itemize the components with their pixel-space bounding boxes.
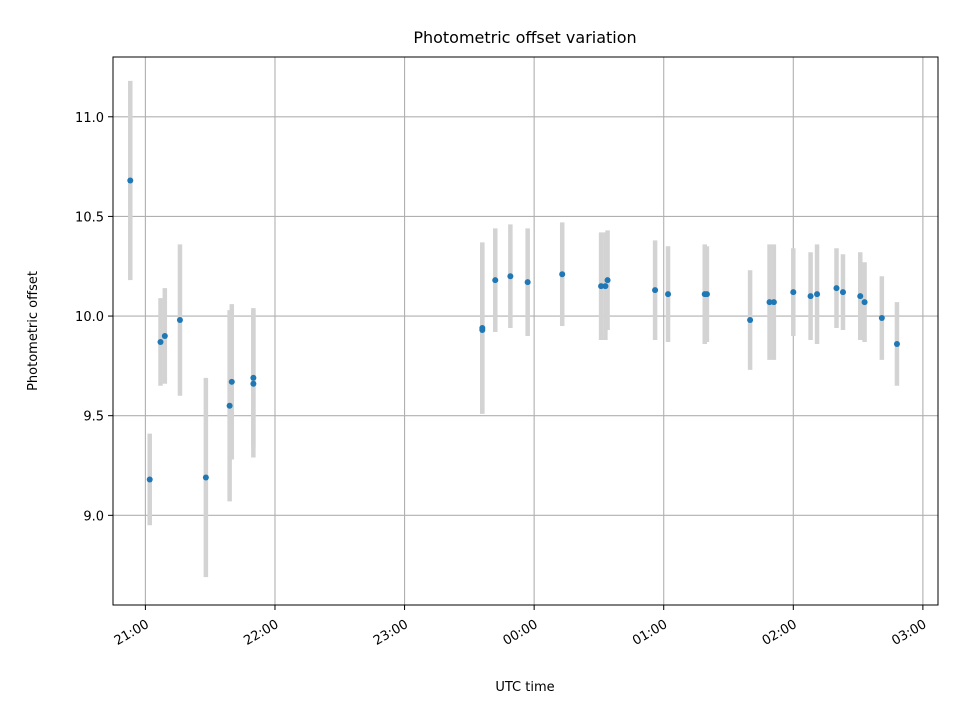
data-point <box>652 287 659 294</box>
data-point <box>479 325 486 332</box>
data-point <box>598 283 605 290</box>
data-point <box>814 291 821 298</box>
data-point <box>770 299 777 306</box>
data-point <box>839 289 846 296</box>
data-point <box>524 279 531 286</box>
data-point <box>250 374 257 381</box>
y-tick-label: 10.0 <box>75 310 104 325</box>
data-point <box>146 476 153 483</box>
data-point <box>878 315 885 322</box>
data-point <box>857 293 864 300</box>
x-axis-label: UTC time <box>495 680 554 695</box>
data-point <box>250 380 257 387</box>
data-point <box>202 474 209 481</box>
data-point <box>665 291 672 298</box>
y-tick-label: 9.0 <box>83 509 104 524</box>
y-axis-label: Photometric offset <box>26 271 41 391</box>
data-point <box>226 402 233 409</box>
data-point <box>559 271 566 278</box>
data-point <box>602 283 609 290</box>
data-point <box>492 277 499 284</box>
data-point <box>893 340 900 347</box>
data-point <box>861 299 868 306</box>
data-point <box>790 289 797 296</box>
data-point <box>604 277 611 284</box>
data-points <box>127 177 900 483</box>
data-point <box>747 317 754 324</box>
data-point <box>507 273 514 280</box>
data-point <box>833 285 840 292</box>
y-axis: 9.0 9.5 10.0 10.5 11.0 <box>75 111 113 524</box>
chart-title: Photometric offset variation <box>413 28 636 47</box>
data-point <box>176 317 183 324</box>
data-point <box>228 378 235 385</box>
y-tick-label: 10.5 <box>75 210 104 225</box>
data-point <box>127 177 134 184</box>
data-point <box>807 293 814 300</box>
y-tick-label: 9.5 <box>83 410 104 425</box>
data-point <box>161 332 168 339</box>
y-tick-label: 11.0 <box>75 111 104 126</box>
data-point <box>703 291 710 298</box>
plot-frame <box>112 56 939 606</box>
data-point <box>766 299 773 306</box>
data-point <box>157 338 164 345</box>
